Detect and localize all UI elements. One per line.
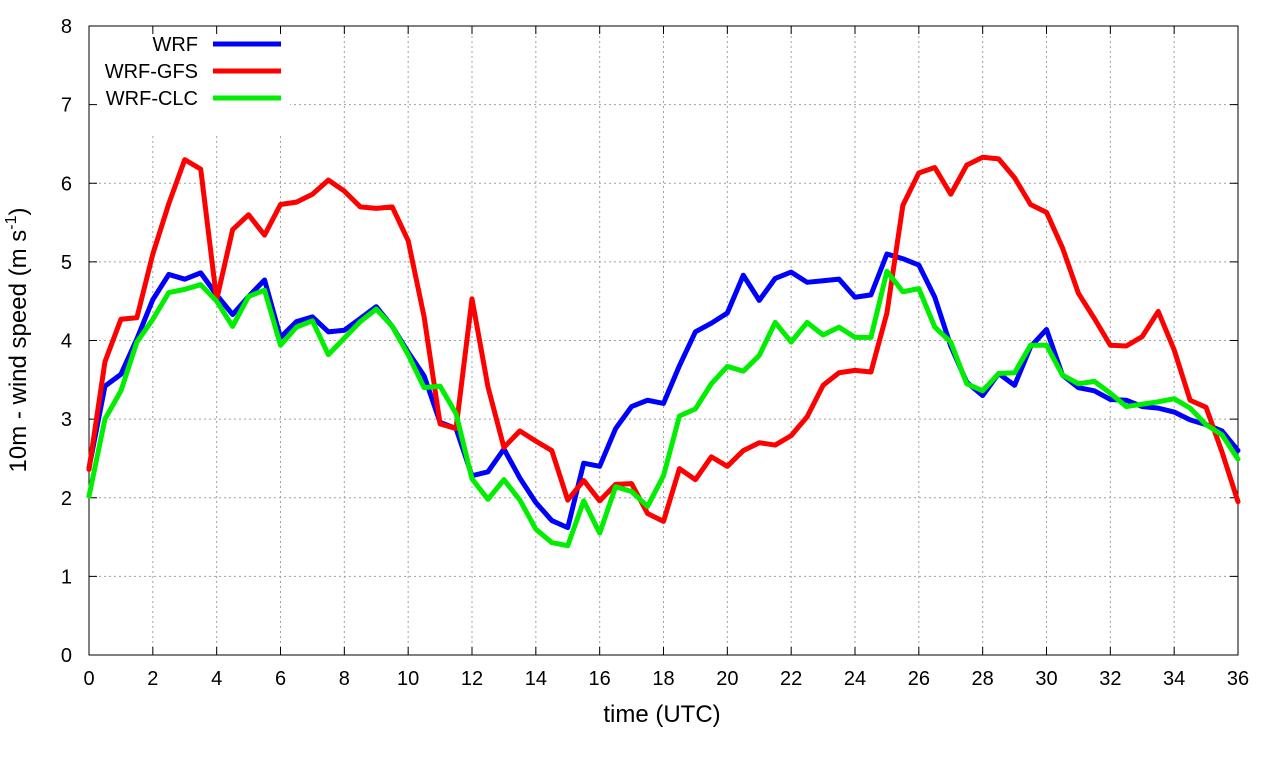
x-tick-label: 6 [275,668,286,690]
legend-label: WRF [152,34,198,56]
x-tick-label: 4 [211,668,222,690]
y-tick-label: 0 [61,645,72,667]
x-tick-label: 36 [1227,668,1249,690]
x-tick-label: 2 [147,668,158,690]
x-axis-ticks: 0 2 4 6 8 10 12 14 16 18 20 22 24 26 28 30 32 34 36 [83,26,1249,690]
x-tick-label: 18 [652,668,674,690]
x-tick-label: 10 [397,668,419,690]
y-axis-label-superscript: -1 [3,215,20,229]
x-tick-label: 28 [972,668,994,690]
legend-label: WRF-GFS [105,61,198,83]
y-tick-label: 2 [61,488,72,510]
x-tick-label: 34 [1163,668,1185,690]
grid [89,26,1238,655]
y-tick-label: 7 [61,95,72,117]
x-tick-label: 32 [1099,668,1121,690]
y-tick-label: 5 [61,252,72,274]
y-tick-label: 1 [61,566,72,588]
x-tick-label: 20 [716,668,738,690]
y-axis-label-prefix: 10m - wind speed (m s [5,230,32,473]
x-tick-label: 14 [525,668,547,690]
x-tick-label: 30 [1035,668,1057,690]
x-tick-label: 22 [780,668,802,690]
y-axis-label: 10m - wind speed (m s-1) [3,208,32,473]
y-tick-label: 3 [61,409,72,431]
y-tick-label: 4 [61,331,72,353]
x-tick-label: 8 [339,668,350,690]
x-tick-label: 12 [461,668,483,690]
series-lines [86,154,1241,549]
y-tick-label: 6 [61,173,72,195]
x-tick-label: 24 [844,668,866,690]
legend-label: WRF-CLC [106,88,198,110]
x-tick-label: 0 [83,668,94,690]
x-tick-label: 16 [589,668,611,690]
series-line-wrf-clc [86,268,1241,549]
series-line-wrf-gfs [86,154,1241,524]
legend: WRF WRF-GFS WRF-CLC [105,34,281,110]
x-axis-label: time (UTC) [603,701,720,728]
x-tick-label: 26 [908,668,930,690]
y-axis-label-suffix: ) [5,208,32,216]
y-tick-label: 8 [61,16,72,38]
